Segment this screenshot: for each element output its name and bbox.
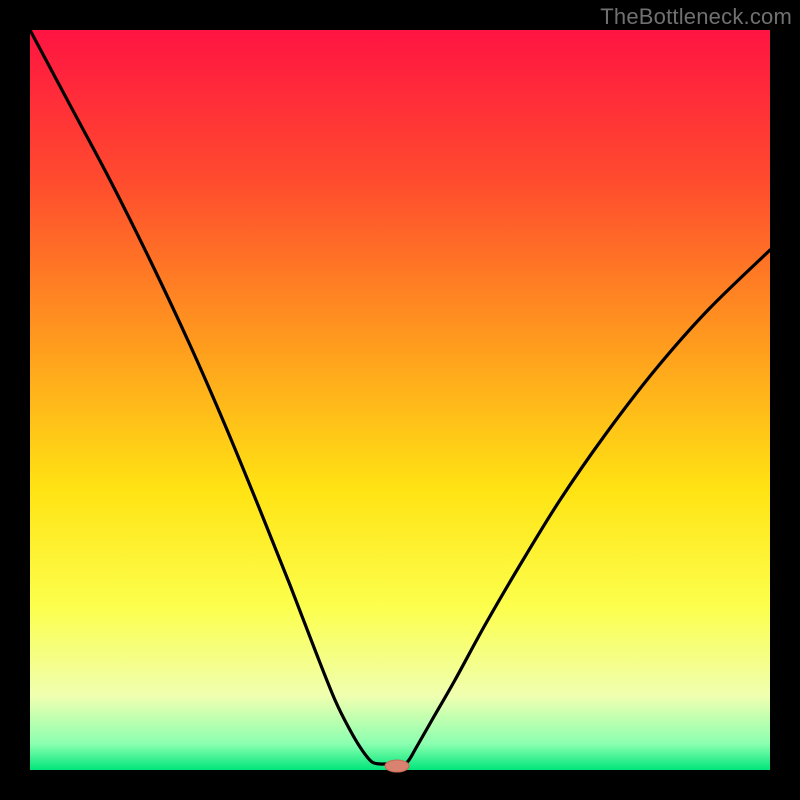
bottleneck-chart <box>0 0 800 800</box>
plot-area <box>30 30 770 770</box>
watermark-label: TheBottleneck.com <box>600 4 792 30</box>
chart-container: TheBottleneck.com <box>0 0 800 800</box>
minimum-marker <box>385 760 409 772</box>
